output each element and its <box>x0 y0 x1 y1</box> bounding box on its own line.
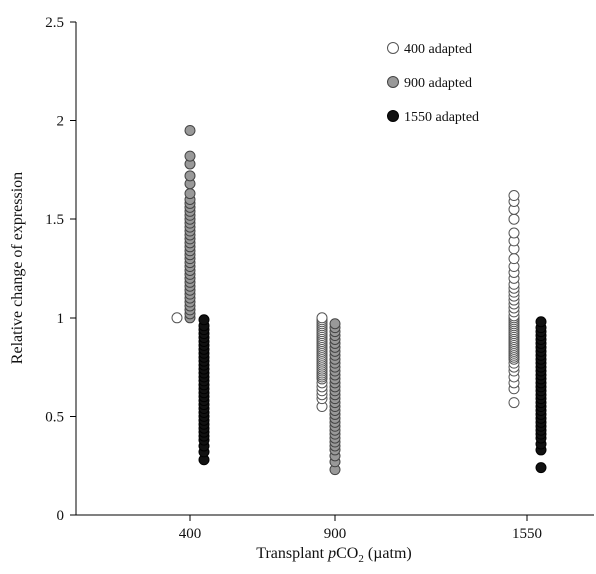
x-axis-title-subscript: 2 <box>358 553 364 565</box>
legend-marker <box>387 42 399 54</box>
plot-area: 0 0.5 1 1.5 2 2.5 400 900 1550 <box>45 15 594 542</box>
x-axis-title-prefix: Transplant <box>256 545 328 562</box>
legend-marker <box>387 110 399 122</box>
point-400-adapted <box>508 397 520 409</box>
point-400-adapted <box>508 253 520 265</box>
point-400-adapted <box>508 227 520 239</box>
point-1550-adapted <box>198 314 210 326</box>
x-axis-ticks: 400 900 1550 <box>179 515 542 542</box>
point-400-adapted <box>508 213 520 225</box>
point-900-adapted <box>184 188 196 200</box>
x-axis-title-suffix: (µatm) <box>364 545 412 562</box>
y-tick-label: 2 <box>57 114 65 130</box>
legend-item-1550-adapted: 1550 adapted <box>387 110 479 125</box>
x-tick-label: 400 <box>179 526 202 542</box>
legend-label: 900 adapted <box>404 76 472 91</box>
x-axis-title-main: CO <box>336 545 358 562</box>
point-400-adapted <box>316 312 328 324</box>
legend-marker <box>387 76 399 88</box>
point-900-adapted <box>184 170 196 182</box>
point-900-adapted <box>329 318 341 330</box>
x-axis-title-italic: p <box>327 545 336 562</box>
y-tick-label: 1 <box>57 311 65 327</box>
y-tick-label: 0 <box>57 508 65 524</box>
point-900-adapted <box>184 124 196 136</box>
point-1550-adapted <box>535 316 547 328</box>
y-tick-label: 0.5 <box>45 409 64 425</box>
legend-label: 1550 adapted <box>404 110 479 125</box>
x-tick-label: 1550 <box>512 526 542 542</box>
x-tick-label: 900 <box>324 526 347 542</box>
y-tick-label: 1.5 <box>45 212 64 228</box>
point-400-adapted <box>508 190 520 202</box>
y-axis-title: Relative change of expression <box>9 172 26 364</box>
point-900-adapted <box>184 150 196 162</box>
data-points <box>171 124 547 476</box>
point-1550-adapted <box>535 462 547 474</box>
legend: 400 adapted 900 adapted 1550 adapted <box>387 42 479 125</box>
x-axis-title: Transplant pCO2 (µatm) <box>256 545 411 565</box>
y-tick-label: 2.5 <box>45 15 64 31</box>
point-400-adapted <box>171 312 183 324</box>
legend-item-900-adapted: 900 adapted <box>387 76 472 91</box>
legend-item-400-adapted: 400 adapted <box>387 42 472 57</box>
legend-label: 400 adapted <box>404 42 472 57</box>
y-axis-ticks: 0 0.5 1 1.5 2 2.5 <box>45 15 76 524</box>
